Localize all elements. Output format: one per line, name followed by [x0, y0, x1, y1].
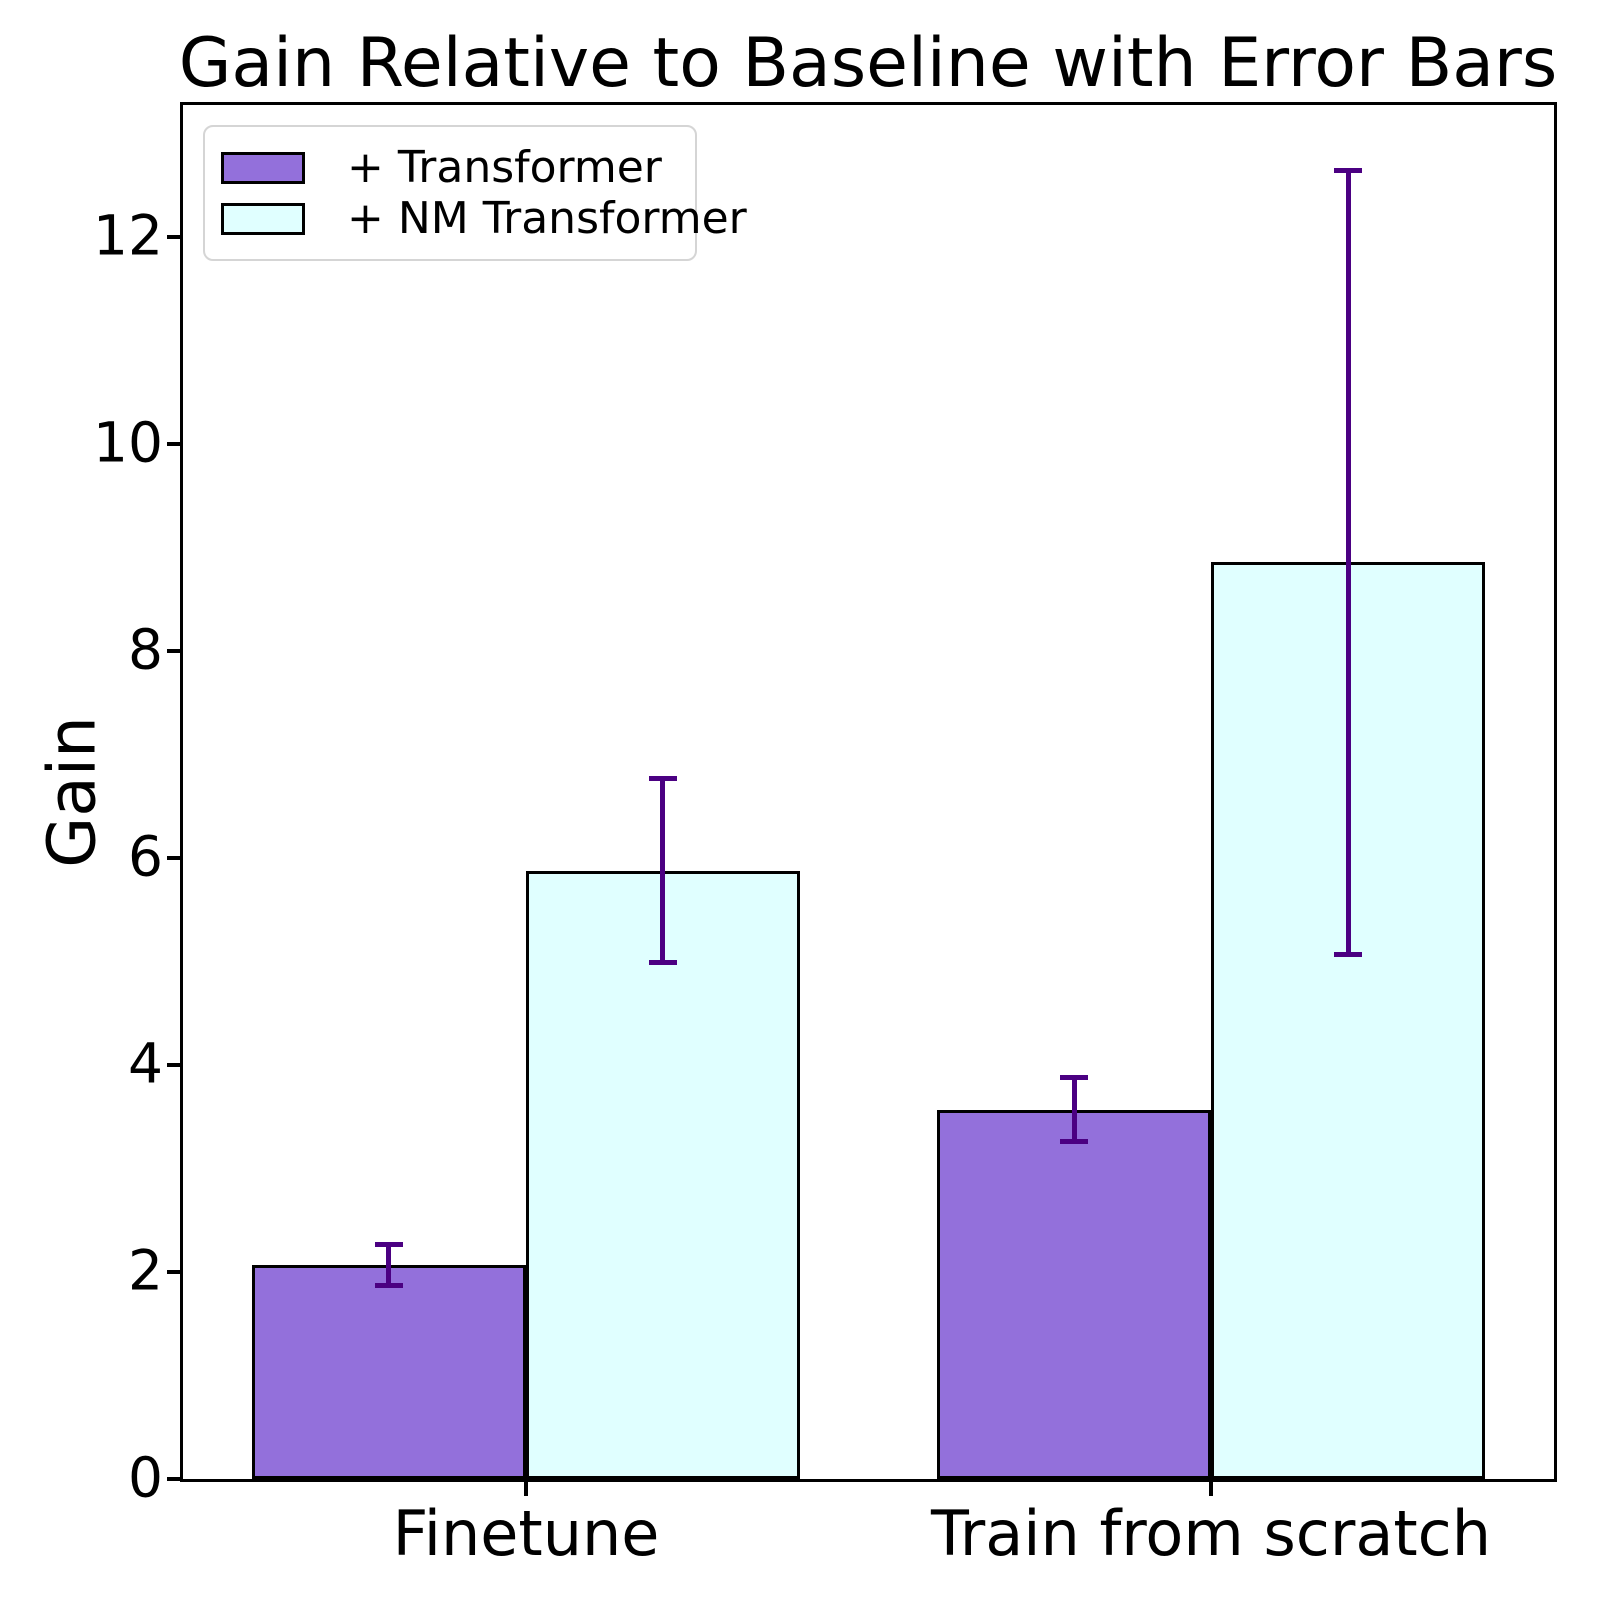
y-tick-mark	[167, 1063, 183, 1067]
legend-item-0: + Transformer	[221, 142, 675, 193]
error-bar-line	[1346, 170, 1351, 954]
error-bar-cap-top	[1334, 168, 1362, 173]
legend-label: + Transformer	[347, 142, 662, 193]
bar-nm-transformer-0	[526, 871, 800, 1479]
error-bar-cap-top	[1060, 1075, 1088, 1080]
y-tick-label: 10	[93, 410, 163, 475]
bar-transformer-1	[937, 1110, 1211, 1479]
legend-swatch-nm-transformer	[221, 202, 305, 235]
x-tick-label-1: Train from scratch	[930, 1497, 1492, 1570]
y-tick-label: 8	[128, 617, 163, 682]
error-bar-line	[1072, 1078, 1077, 1142]
legend-swatch-transformer	[221, 151, 305, 184]
bar-transformer-0	[252, 1265, 526, 1479]
error-bar-cap-top	[375, 1242, 403, 1247]
x-tick-mark	[524, 1482, 528, 1496]
y-tick-label: 12	[93, 203, 163, 268]
legend: + Transformer + NM Transformer	[203, 125, 747, 261]
y-tick-mark	[167, 1477, 183, 1481]
legend-label: + NM Transformer	[347, 193, 747, 244]
y-tick-label: 4	[128, 1031, 163, 1096]
chart-title: Gain Relative to Baseline with Error Bar…	[178, 24, 1558, 103]
bar-nm-transformer-1	[1211, 562, 1485, 1479]
x-tick-label-0: Finetune	[392, 1497, 660, 1570]
error-bar-cap-bottom	[1060, 1139, 1088, 1144]
y-tick-mark	[167, 235, 183, 239]
y-tick-mark	[167, 1270, 183, 1274]
error-bar-cap-bottom	[375, 1283, 403, 1288]
error-bar-line	[386, 1244, 391, 1285]
x-tick-mark	[1209, 1482, 1213, 1496]
y-tick-mark	[167, 442, 183, 446]
error-bar-cap-bottom	[649, 960, 677, 965]
y-tick-label: 6	[128, 824, 163, 889]
y-tick-label: 0	[128, 1445, 163, 1510]
error-bar-cap-bottom	[1334, 952, 1362, 957]
error-bar-line	[660, 779, 665, 963]
legend-item-1: + NM Transformer	[221, 193, 747, 244]
error-bar-cap-top	[649, 776, 677, 781]
y-tick-label: 2	[128, 1238, 163, 1303]
y-tick-mark	[167, 649, 183, 653]
y-tick-mark	[167, 856, 183, 860]
